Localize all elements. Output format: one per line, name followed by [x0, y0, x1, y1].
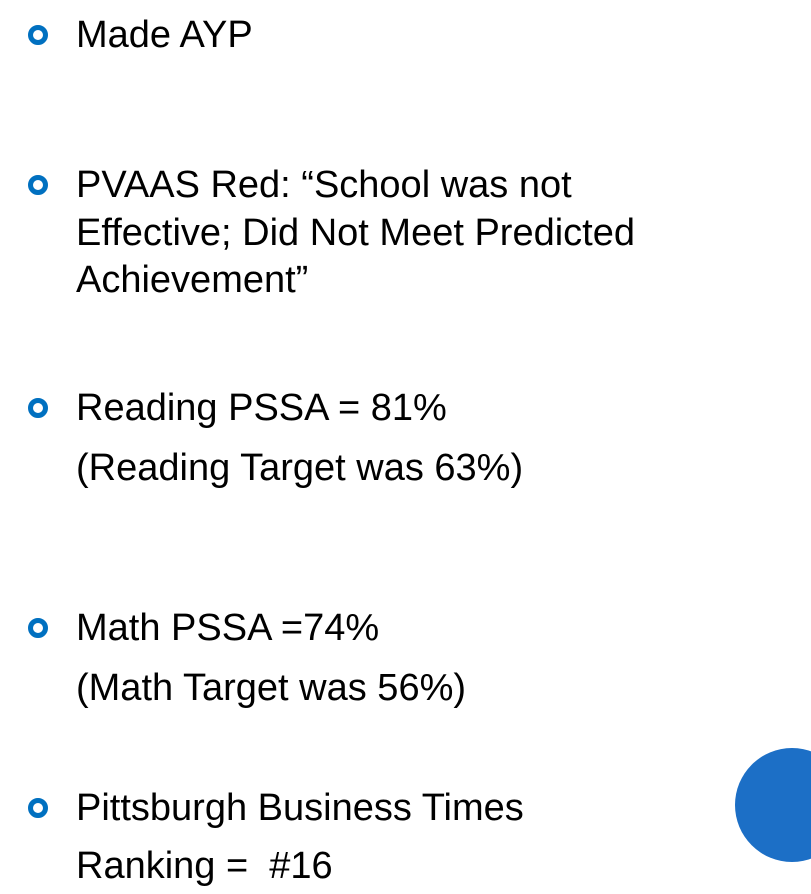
bullet-text: Made AYP — [76, 14, 253, 56]
bullet — [28, 798, 48, 818]
bullet-text: Math PSSA =74% — [76, 607, 380, 649]
bullet-text: Effective; Did Not Meet Predicted — [76, 212, 635, 254]
bullet — [28, 618, 48, 638]
decorative-circle — [735, 748, 811, 862]
bullet-text: PVAAS Red: “School was not — [76, 164, 572, 206]
bullet — [28, 25, 48, 45]
bullet-text: Ranking = #16 — [76, 845, 333, 887]
bullet-text: Reading PSSA = 81% — [76, 387, 447, 429]
bullet-text: (Reading Target was 63%) — [76, 447, 524, 489]
bullet-text: Achievement” — [76, 259, 309, 301]
bullet-text: (Math Target was 56%) — [76, 667, 467, 709]
bullet-text: Pittsburgh Business Times — [76, 787, 524, 829]
bullet — [28, 175, 48, 195]
bullet — [28, 398, 48, 418]
